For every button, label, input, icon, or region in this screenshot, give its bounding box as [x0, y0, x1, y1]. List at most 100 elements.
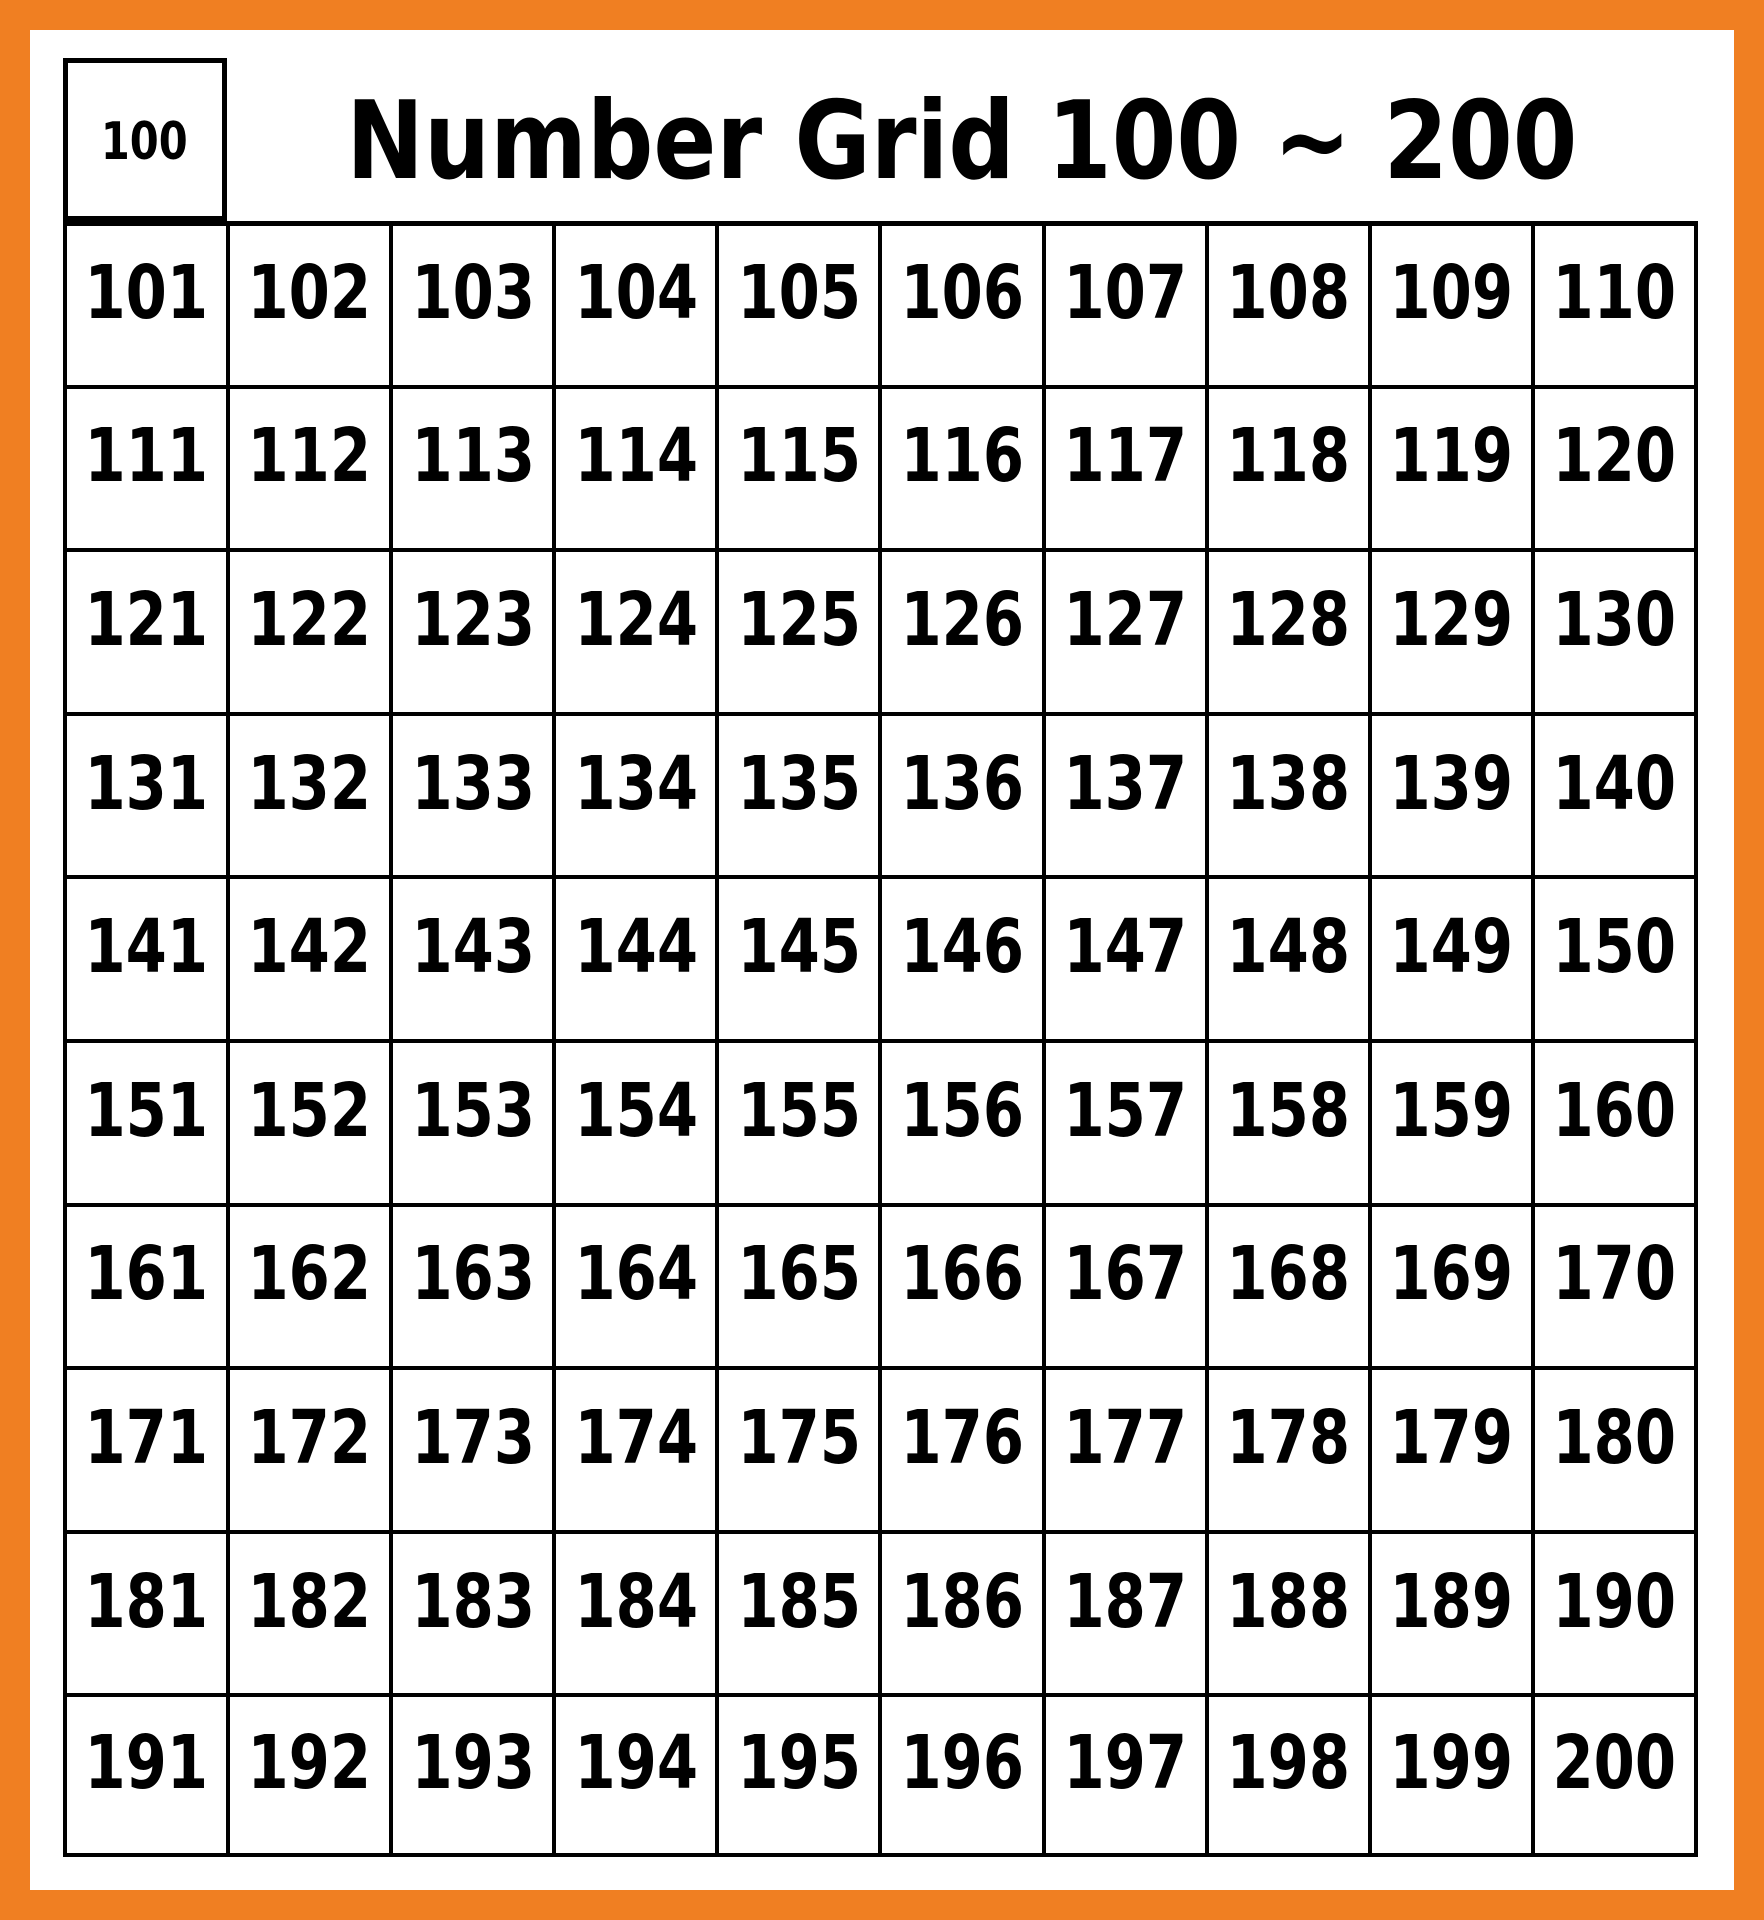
- grid-cell[interactable]: 181: [63, 1529, 227, 1694]
- grid-cell[interactable]: 141: [63, 875, 227, 1039]
- grid-cell[interactable]: 126: [878, 548, 1042, 712]
- grid-cell[interactable]: 101: [63, 221, 227, 385]
- grid-cell[interactable]: 179: [1367, 1366, 1531, 1530]
- grid-cell[interactable]: 180: [1530, 1366, 1698, 1530]
- grid-cell[interactable]: 182: [226, 1529, 390, 1694]
- grid-cell[interactable]: 200: [1530, 1693, 1698, 1857]
- grid-cell[interactable]: 157: [1041, 1038, 1205, 1203]
- grid-cell[interactable]: 107: [1041, 221, 1205, 385]
- grid-cell[interactable]: 138: [1204, 711, 1368, 876]
- grid-cell[interactable]: 142: [226, 875, 390, 1039]
- grid-cell[interactable]: 175: [715, 1366, 879, 1530]
- grid-cell[interactable]: 152: [226, 1038, 390, 1203]
- grid-cell[interactable]: 162: [226, 1202, 390, 1367]
- grid-cell[interactable]: 145: [715, 875, 879, 1039]
- grid-cell[interactable]: 183: [389, 1529, 553, 1694]
- grid-cell[interactable]: 122: [226, 548, 390, 712]
- grid-cell[interactable]: 106: [878, 221, 1042, 385]
- grid-cell[interactable]: 151: [63, 1038, 227, 1203]
- grid-cell[interactable]: 161: [63, 1202, 227, 1367]
- grid-cell[interactable]: 168: [1204, 1202, 1368, 1367]
- grid-cell[interactable]: 178: [1204, 1366, 1368, 1530]
- grid-cell[interactable]: 130: [1530, 548, 1698, 712]
- grid-cell[interactable]: 117: [1041, 384, 1205, 549]
- grid-cell[interactable]: 190: [1530, 1529, 1698, 1694]
- grid-cell[interactable]: 191: [63, 1693, 227, 1857]
- grid-cell[interactable]: 147: [1041, 875, 1205, 1039]
- grid-cell[interactable]: 149: [1367, 875, 1531, 1039]
- grid-cell[interactable]: 128: [1204, 548, 1368, 712]
- grid-cell[interactable]: 172: [226, 1366, 390, 1530]
- grid-cell[interactable]: 125: [715, 548, 879, 712]
- grid-cell[interactable]: 118: [1204, 384, 1368, 549]
- grid-cell[interactable]: 131: [63, 711, 227, 876]
- grid-cell[interactable]: 116: [878, 384, 1042, 549]
- grid-cell[interactable]: 103: [389, 221, 553, 385]
- grid-cell[interactable]: 136: [878, 711, 1042, 876]
- grid-cell[interactable]: 114: [552, 384, 716, 549]
- grid-cell[interactable]: 140: [1530, 711, 1698, 876]
- grid-cell[interactable]: 192: [226, 1693, 390, 1857]
- grid-cell[interactable]: 115: [715, 384, 879, 549]
- grid-cell[interactable]: 197: [1041, 1693, 1205, 1857]
- grid-cell[interactable]: 143: [389, 875, 553, 1039]
- grid-cell[interactable]: 199: [1367, 1693, 1531, 1857]
- grid-cell[interactable]: 186: [878, 1529, 1042, 1694]
- grid-cell[interactable]: 144: [552, 875, 716, 1039]
- grid-cell[interactable]: 113: [389, 384, 553, 549]
- grid-cell[interactable]: 155: [715, 1038, 879, 1203]
- grid-cell[interactable]: 187: [1041, 1529, 1205, 1694]
- grid-cell[interactable]: 123: [389, 548, 553, 712]
- grid-cell[interactable]: 129: [1367, 548, 1531, 712]
- header-corner-cell-100[interactable]: 100: [63, 58, 227, 221]
- grid-cell[interactable]: 176: [878, 1366, 1042, 1530]
- grid-cell[interactable]: 184: [552, 1529, 716, 1694]
- grid-cell[interactable]: 160: [1530, 1038, 1698, 1203]
- grid-cell[interactable]: 167: [1041, 1202, 1205, 1367]
- grid-cell[interactable]: 104: [552, 221, 716, 385]
- grid-cell[interactable]: 146: [878, 875, 1042, 1039]
- grid-cell[interactable]: 139: [1367, 711, 1531, 876]
- grid-cell[interactable]: 193: [389, 1693, 553, 1857]
- grid-cell[interactable]: 173: [389, 1366, 553, 1530]
- grid-cell[interactable]: 166: [878, 1202, 1042, 1367]
- grid-cell[interactable]: 133: [389, 711, 553, 876]
- grid-cell[interactable]: 164: [552, 1202, 716, 1367]
- grid-cell[interactable]: 127: [1041, 548, 1205, 712]
- grid-cell[interactable]: 174: [552, 1366, 716, 1530]
- grid-cell[interactable]: 198: [1204, 1693, 1368, 1857]
- grid-cell[interactable]: 121: [63, 548, 227, 712]
- grid-cell[interactable]: 154: [552, 1038, 716, 1203]
- grid-cell[interactable]: 185: [715, 1529, 879, 1694]
- grid-cell[interactable]: 159: [1367, 1038, 1531, 1203]
- grid-cell[interactable]: 134: [552, 711, 716, 876]
- grid-cell[interactable]: 119: [1367, 384, 1531, 549]
- grid-cell[interactable]: 102: [226, 221, 390, 385]
- grid-cell[interactable]: 110: [1530, 221, 1698, 385]
- grid-cell[interactable]: 163: [389, 1202, 553, 1367]
- grid-cell[interactable]: 137: [1041, 711, 1205, 876]
- grid-cell[interactable]: 156: [878, 1038, 1042, 1203]
- grid-cell[interactable]: 170: [1530, 1202, 1698, 1367]
- grid-cell[interactable]: 120: [1530, 384, 1698, 549]
- grid-cell[interactable]: 109: [1367, 221, 1531, 385]
- grid-cell[interactable]: 158: [1204, 1038, 1368, 1203]
- grid-cell[interactable]: 135: [715, 711, 879, 876]
- grid-cell[interactable]: 171: [63, 1366, 227, 1530]
- grid-cell[interactable]: 132: [226, 711, 390, 876]
- grid-cell[interactable]: 105: [715, 221, 879, 385]
- grid-cell[interactable]: 124: [552, 548, 716, 712]
- grid-cell[interactable]: 148: [1204, 875, 1368, 1039]
- grid-cell[interactable]: 112: [226, 384, 390, 549]
- grid-cell[interactable]: 195: [715, 1693, 879, 1857]
- grid-cell[interactable]: 196: [878, 1693, 1042, 1857]
- grid-cell[interactable]: 165: [715, 1202, 879, 1367]
- grid-cell[interactable]: 177: [1041, 1366, 1205, 1530]
- grid-cell[interactable]: 150: [1530, 875, 1698, 1039]
- grid-cell[interactable]: 169: [1367, 1202, 1531, 1367]
- grid-cell[interactable]: 153: [389, 1038, 553, 1203]
- grid-cell[interactable]: 111: [63, 384, 227, 549]
- grid-cell[interactable]: 188: [1204, 1529, 1368, 1694]
- grid-cell[interactable]: 189: [1367, 1529, 1531, 1694]
- grid-cell[interactable]: 194: [552, 1693, 716, 1857]
